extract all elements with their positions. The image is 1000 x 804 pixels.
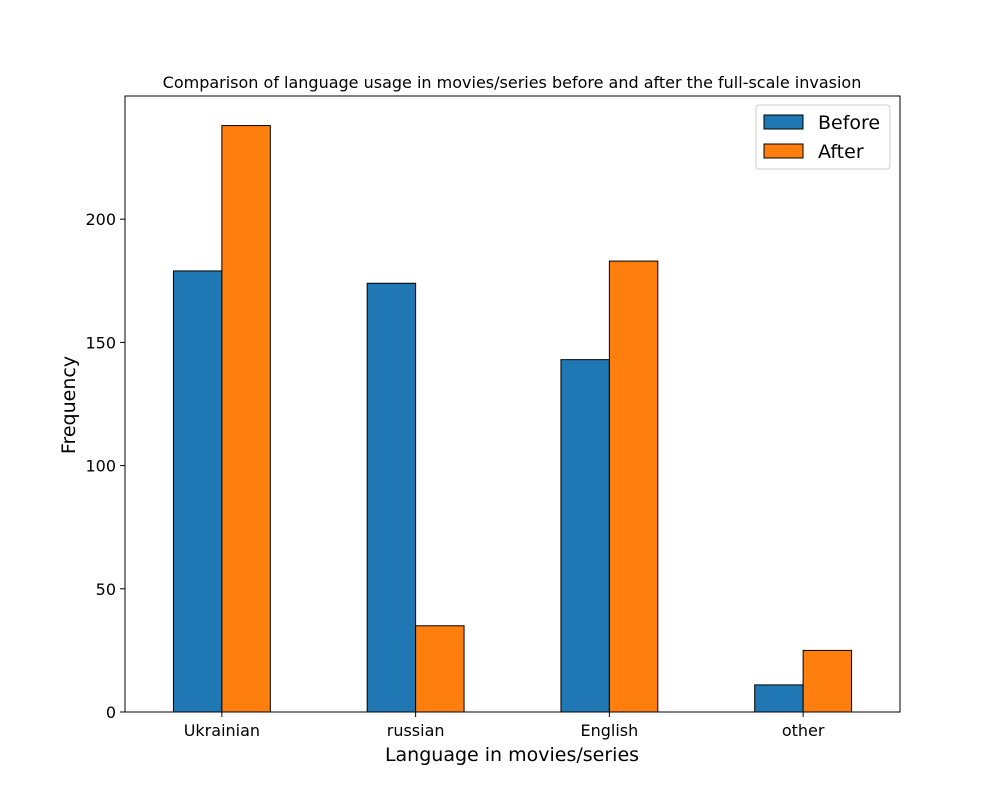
bar-after-other bbox=[802, 649, 853, 713]
x-tick-label: Ukrainian bbox=[184, 721, 260, 740]
y-tick-label: 150 bbox=[85, 333, 116, 352]
legend-label-after: After bbox=[818, 141, 864, 163]
bar-after-ukrainian bbox=[221, 125, 271, 713]
bar-after-english bbox=[608, 260, 659, 713]
axes-frame bbox=[124, 95, 901, 713]
x-tick-label: other bbox=[782, 721, 825, 740]
y-tick-label: 200 bbox=[85, 210, 116, 229]
bar-before-other bbox=[754, 684, 804, 713]
plot-area: Ukrainian russian English other 0 50 100 150 200 bbox=[85, 95, 901, 740]
chart-title: Comparison of language usage in movies/s… bbox=[163, 73, 862, 92]
bar-before-english bbox=[560, 359, 610, 713]
y-tick-label: 0 bbox=[106, 703, 116, 722]
x-tick-label: English bbox=[580, 721, 638, 740]
y-axis-label: Frequency bbox=[58, 356, 80, 454]
legend-label-before: Before bbox=[818, 112, 880, 134]
x-axis-label: Language in movies/series bbox=[385, 744, 639, 766]
x-tick-label: russian bbox=[387, 721, 445, 740]
bar-before-russian bbox=[366, 282, 417, 713]
legend: Before After bbox=[755, 104, 891, 170]
bar-before-ukrainian bbox=[172, 270, 223, 713]
y-tick-label: 100 bbox=[85, 457, 116, 476]
legend-swatch-before bbox=[763, 114, 804, 130]
legend-swatch-after bbox=[763, 143, 804, 159]
y-tick-label: 50 bbox=[96, 580, 116, 599]
bar-after-russian bbox=[415, 625, 465, 713]
